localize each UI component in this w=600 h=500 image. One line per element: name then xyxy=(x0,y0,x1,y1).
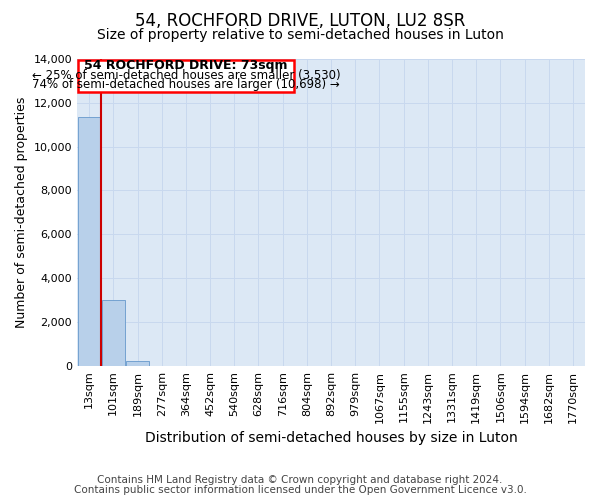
Text: Contains HM Land Registry data © Crown copyright and database right 2024.: Contains HM Land Registry data © Crown c… xyxy=(97,475,503,485)
Bar xyxy=(77,117,101,366)
Text: 74% of semi-detached houses are larger (10,698) →: 74% of semi-detached houses are larger (… xyxy=(32,78,340,91)
Bar xyxy=(102,300,125,366)
Text: 54, ROCHFORD DRIVE, LUTON, LU2 8SR: 54, ROCHFORD DRIVE, LUTON, LU2 8SR xyxy=(135,12,465,30)
FancyBboxPatch shape xyxy=(78,60,293,92)
Y-axis label: Number of semi-detached properties: Number of semi-detached properties xyxy=(15,96,28,328)
Bar xyxy=(126,362,149,366)
Text: Contains public sector information licensed under the Open Government Licence v3: Contains public sector information licen… xyxy=(74,485,526,495)
X-axis label: Distribution of semi-detached houses by size in Luton: Distribution of semi-detached houses by … xyxy=(145,431,517,445)
Text: ← 25% of semi-detached houses are smaller (3,530): ← 25% of semi-detached houses are smalle… xyxy=(32,69,340,82)
Text: 54 ROCHFORD DRIVE: 73sqm: 54 ROCHFORD DRIVE: 73sqm xyxy=(84,59,287,72)
Text: Size of property relative to semi-detached houses in Luton: Size of property relative to semi-detach… xyxy=(97,28,503,42)
